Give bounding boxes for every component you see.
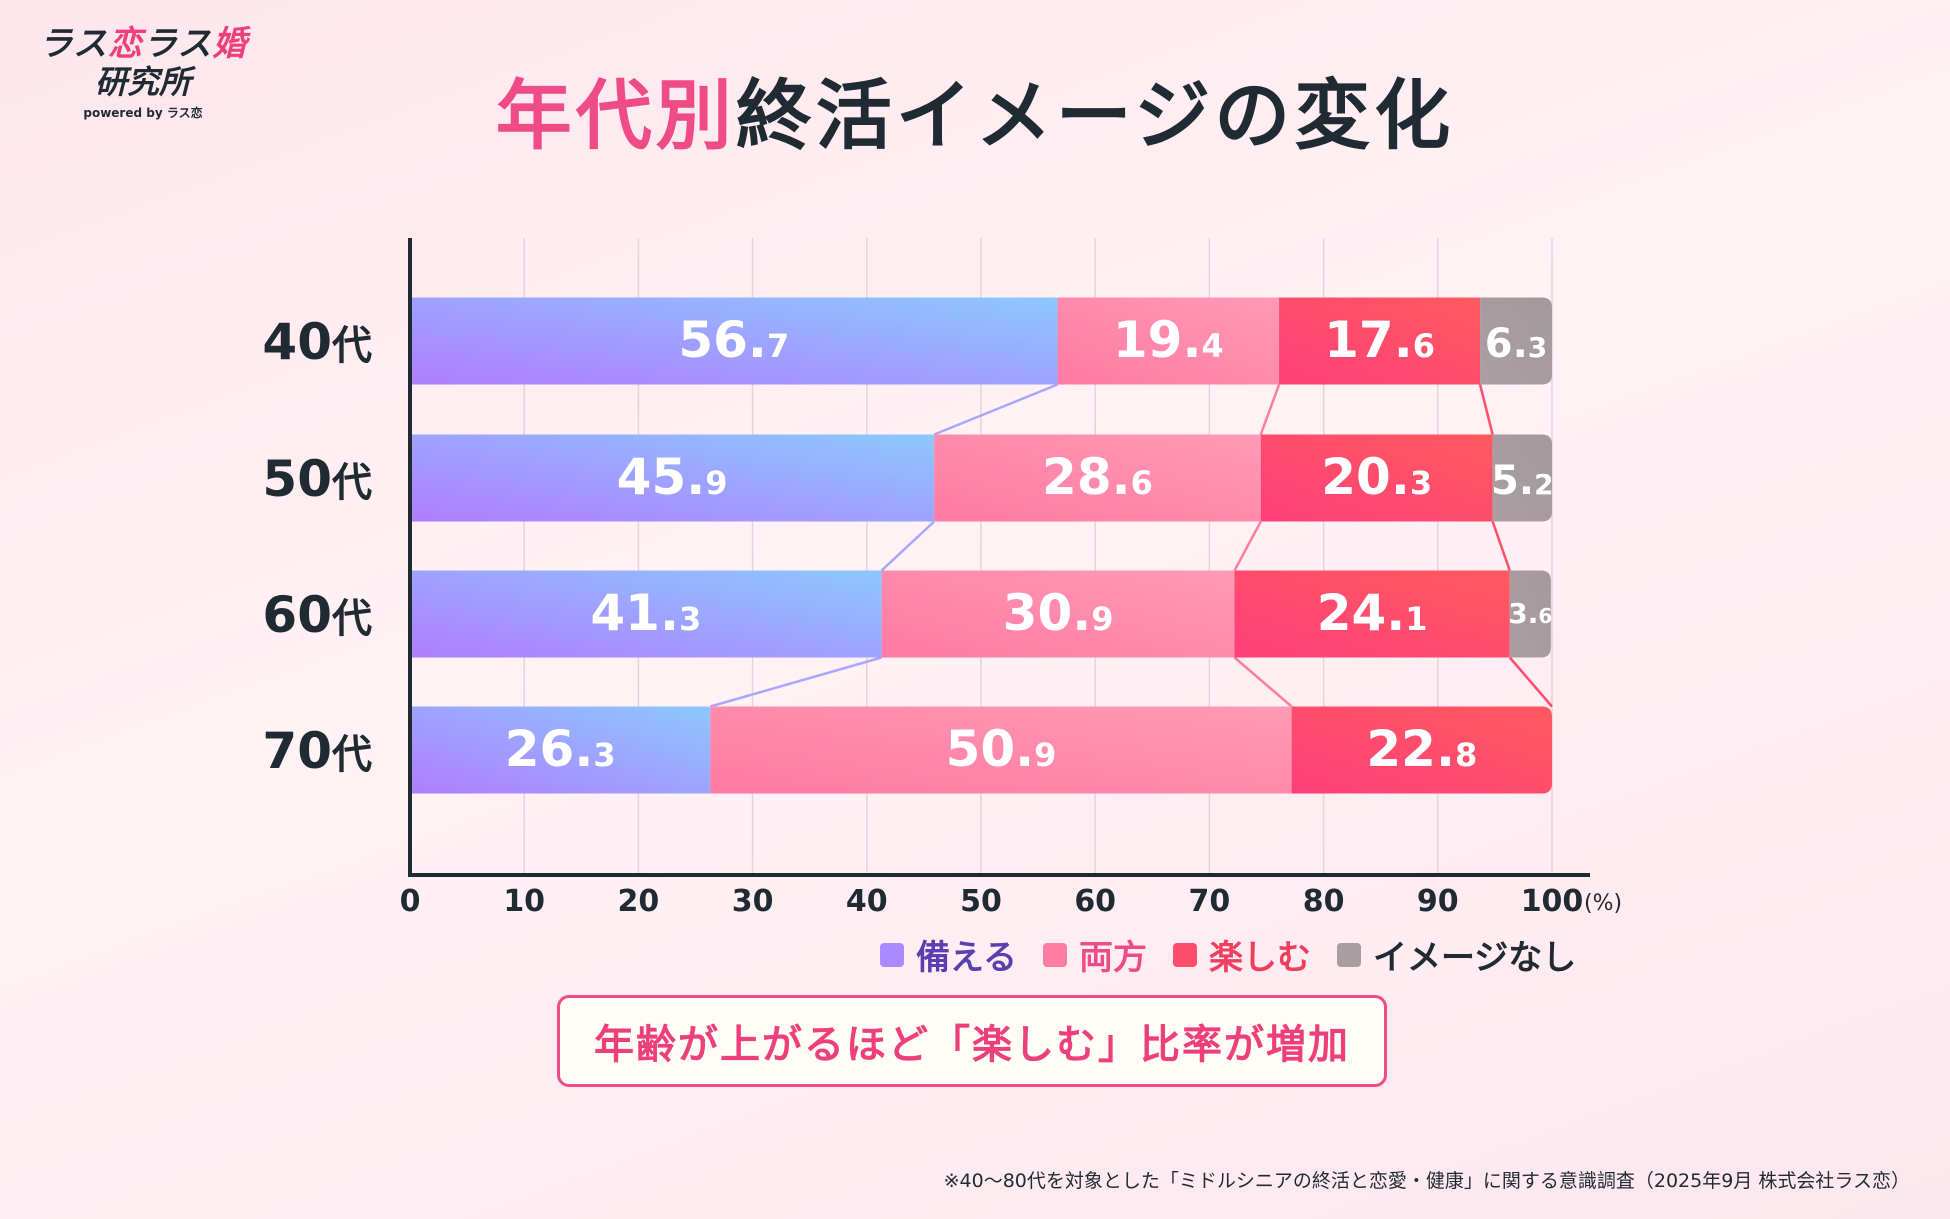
category-label: 50代 — [262, 450, 372, 508]
connector-line — [1233, 656, 1293, 708]
bar-value-label: 17.6 — [1324, 311, 1435, 369]
x-tick-label: 40 — [846, 884, 888, 919]
bar-value-label: 3.6 — [1508, 597, 1552, 630]
legend-label: 備える — [916, 938, 1017, 978]
legend-label: 両方 — [1078, 938, 1147, 978]
connector-line — [1478, 384, 1494, 435]
bar-value-label: 26.3 — [505, 720, 616, 778]
category-label: 70代 — [262, 722, 372, 780]
legend-swatch — [1042, 942, 1067, 967]
x-tick-label: 90 — [1417, 884, 1459, 919]
logo-part: 恋 — [108, 24, 143, 64]
bar-value-label: 5.2 — [1491, 458, 1554, 504]
legend-item: イメージなし — [1336, 930, 1577, 979]
bar-segment — [410, 434, 935, 522]
bar-value-label: 30.9 — [1003, 584, 1114, 642]
legend-swatch — [1336, 942, 1361, 967]
bar-value-label: 20.3 — [1321, 448, 1432, 506]
callout-box: 年齢が上がるほど「楽しむ」比率が増加 — [557, 995, 1387, 1087]
bar-value-label: 24.1 — [1317, 584, 1428, 642]
logo-powered-by: powered by ラス恋 — [83, 106, 203, 120]
bar-value-label: 41.3 — [590, 584, 701, 642]
bar-value-label: 28.6 — [1042, 448, 1153, 506]
connector-line — [1259, 384, 1281, 435]
bar-segment — [410, 706, 711, 794]
bar-segment — [934, 434, 1261, 522]
bar-segment — [1260, 434, 1493, 522]
bar-segment — [410, 297, 1058, 385]
title-rest: 終活イメージの変化 — [735, 71, 1455, 160]
x-tick-label: 30 — [732, 884, 774, 919]
bar-segment — [410, 570, 882, 658]
x-tick-label: 20 — [618, 884, 660, 919]
bar-value-label: 22.8 — [1366, 720, 1477, 778]
bar-value-label: 50.9 — [946, 720, 1057, 778]
connector-line — [933, 383, 1058, 436]
bar-value-label: 56.7 — [678, 311, 789, 369]
logo-part: ラス — [38, 24, 108, 64]
bar-segment — [1234, 570, 1510, 658]
legend-item: 備える — [880, 930, 1017, 979]
footnote: ※40〜80代を対象とした「ミドルシニアの終活と恋愛・健康」に関する意識調査（2… — [943, 1170, 1910, 1192]
category-label: 40代 — [262, 313, 372, 371]
bar-segment — [1279, 297, 1481, 385]
bar-value-label: 19.4 — [1113, 311, 1224, 369]
bar-value-label: 6.3 — [1485, 321, 1548, 367]
x-unit-label: (%) — [1584, 891, 1622, 916]
page-title: 年代別終活イメージの変化 — [0, 68, 1950, 164]
legend-label: 楽しむ — [1208, 938, 1311, 978]
bar-segment — [1480, 297, 1552, 385]
connector-line — [1233, 520, 1262, 572]
bar-segment — [710, 706, 1292, 794]
connector-line — [1491, 521, 1511, 571]
bar-segment — [1291, 706, 1552, 794]
legend-swatch — [1172, 942, 1197, 967]
bar-value-label: 45.9 — [617, 448, 728, 506]
connector-line — [710, 656, 882, 708]
connector-line — [1508, 656, 1553, 708]
x-tick-label: 50 — [960, 884, 1002, 919]
title-accent: 年代別 — [495, 71, 736, 160]
x-tick-label: 80 — [1303, 884, 1345, 919]
legend-item: 楽しむ — [1172, 930, 1311, 979]
logo-wordmark: ラス恋ラス婚 — [28, 24, 258, 64]
bar-segment — [881, 570, 1235, 658]
logo-lab-text: 研究所 — [94, 63, 191, 101]
x-tick-label: 60 — [1074, 884, 1116, 919]
x-tick-label: 0 — [400, 884, 421, 919]
x-tick-label: 70 — [1189, 884, 1231, 919]
bar-segment — [1057, 297, 1280, 385]
logo-part: ラス — [143, 24, 213, 64]
bar-segment — [1492, 434, 1552, 522]
brand-logo: ラス恋ラス婚 研究所 powered by ラス恋 — [28, 24, 258, 121]
logo-part: 婚 — [212, 24, 248, 64]
legend-item: 両方 — [1042, 930, 1147, 979]
legend-swatch — [880, 942, 904, 967]
x-tick-label: 100 — [1521, 884, 1584, 919]
connector-line — [880, 520, 936, 572]
x-tick-label: 10 — [503, 884, 545, 919]
bar-segment — [1509, 570, 1551, 658]
chart-legend: 備える 両方 楽しむ イメージなし — [880, 930, 1576, 979]
legend-label: イメージなし — [1372, 938, 1577, 978]
category-label: 60代 — [262, 586, 372, 644]
